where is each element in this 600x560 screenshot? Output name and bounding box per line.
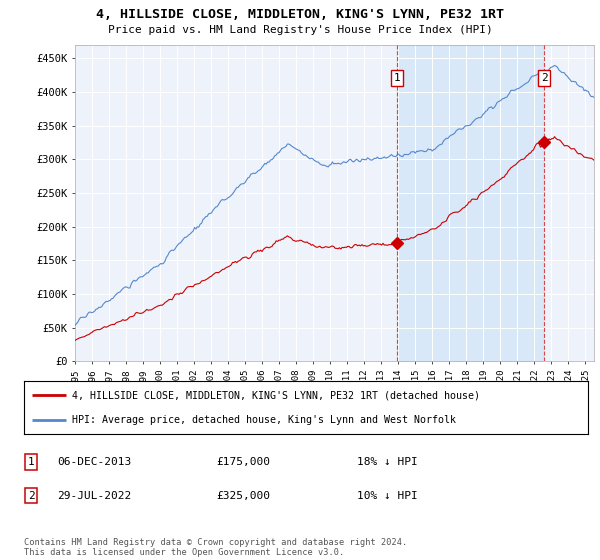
Text: 1: 1: [394, 73, 400, 83]
Text: 4, HILLSIDE CLOSE, MIDDLETON, KING'S LYNN, PE32 1RT (detached house): 4, HILLSIDE CLOSE, MIDDLETON, KING'S LYN…: [72, 390, 480, 400]
Text: £175,000: £175,000: [216, 457, 270, 467]
Text: 4, HILLSIDE CLOSE, MIDDLETON, KING'S LYNN, PE32 1RT: 4, HILLSIDE CLOSE, MIDDLETON, KING'S LYN…: [96, 8, 504, 21]
Text: Contains HM Land Registry data © Crown copyright and database right 2024.
This d: Contains HM Land Registry data © Crown c…: [24, 538, 407, 557]
Text: 29-JUL-2022: 29-JUL-2022: [57, 491, 131, 501]
Text: £325,000: £325,000: [216, 491, 270, 501]
Text: HPI: Average price, detached house, King's Lynn and West Norfolk: HPI: Average price, detached house, King…: [72, 414, 456, 424]
Text: 2: 2: [541, 73, 548, 83]
Text: 18% ↓ HPI: 18% ↓ HPI: [357, 457, 418, 467]
Text: 2: 2: [28, 491, 35, 501]
Text: 10% ↓ HPI: 10% ↓ HPI: [357, 491, 418, 501]
Text: Price paid vs. HM Land Registry's House Price Index (HPI): Price paid vs. HM Land Registry's House …: [107, 25, 493, 35]
Text: 06-DEC-2013: 06-DEC-2013: [57, 457, 131, 467]
Text: 1: 1: [28, 457, 35, 467]
